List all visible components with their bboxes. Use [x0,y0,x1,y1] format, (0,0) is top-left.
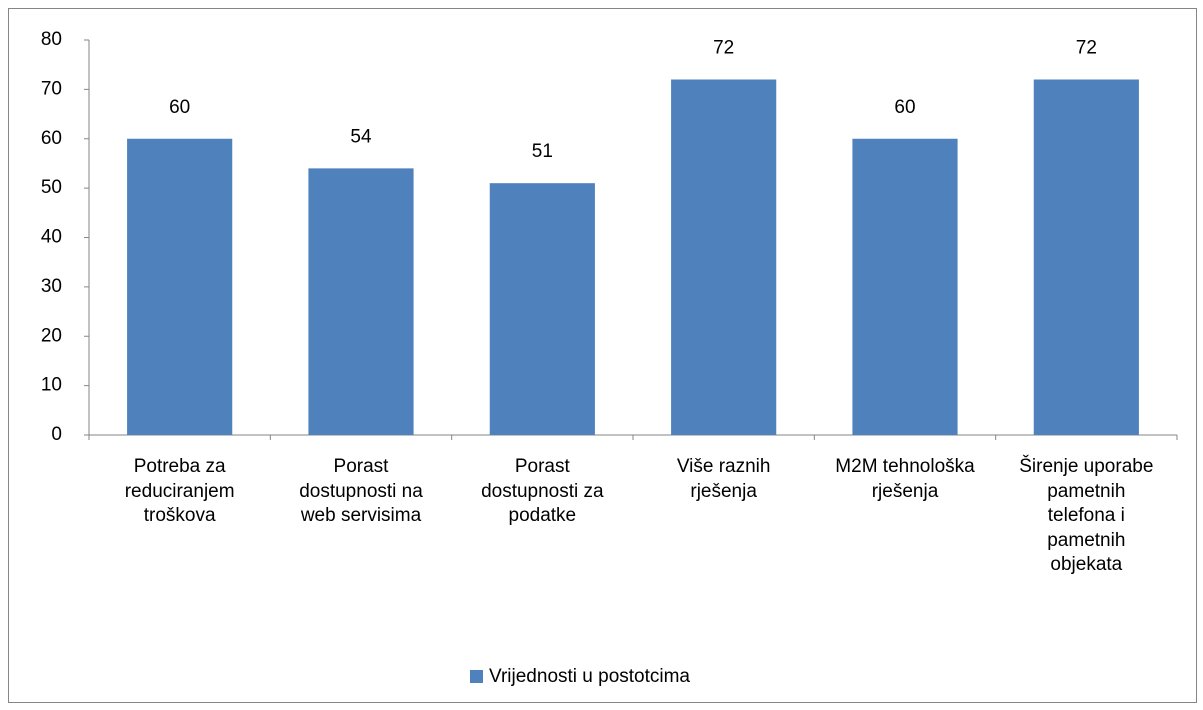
bar [127,138,233,435]
x-tick-label: Potreba za reduciranjem troškova [124,456,235,526]
y-tick-label: 70 [41,78,62,99]
x-tick-label: Porast dostupnosti za podatke [481,456,604,526]
y-tick-label: 60 [41,128,62,149]
chart-border [8,8,1197,703]
x-tick-label: Porast dostupnosti na web servisima [299,456,423,526]
data-label: 60 [169,97,190,118]
legend-label: Vrijednosti u postotcima [489,666,690,687]
legend-swatch [470,670,483,683]
y-tick-label: 20 [41,325,62,346]
y-tick-label: 30 [41,276,62,297]
y-tick-label: 0 [51,424,62,445]
bar [1033,79,1139,435]
y-tick-label: 80 [41,29,62,50]
bar [489,183,595,435]
y-tick-label: 40 [41,227,62,248]
bar [671,79,777,435]
y-tick-label: 50 [41,177,62,198]
data-label: 72 [713,38,734,59]
data-label: 72 [1076,38,1097,59]
data-label: 51 [532,141,553,162]
data-label: 60 [894,97,915,118]
bar [308,168,414,435]
y-tick-label: 10 [41,375,62,396]
data-label: 54 [350,126,372,147]
x-tick-label: Širenje uporabe pametnih telefona i pame… [1019,456,1154,575]
bar [852,138,958,435]
x-tick-label: Više raznih rješenja [676,456,771,502]
x-tick-label: M2M tehnološka rješenja [835,456,975,502]
